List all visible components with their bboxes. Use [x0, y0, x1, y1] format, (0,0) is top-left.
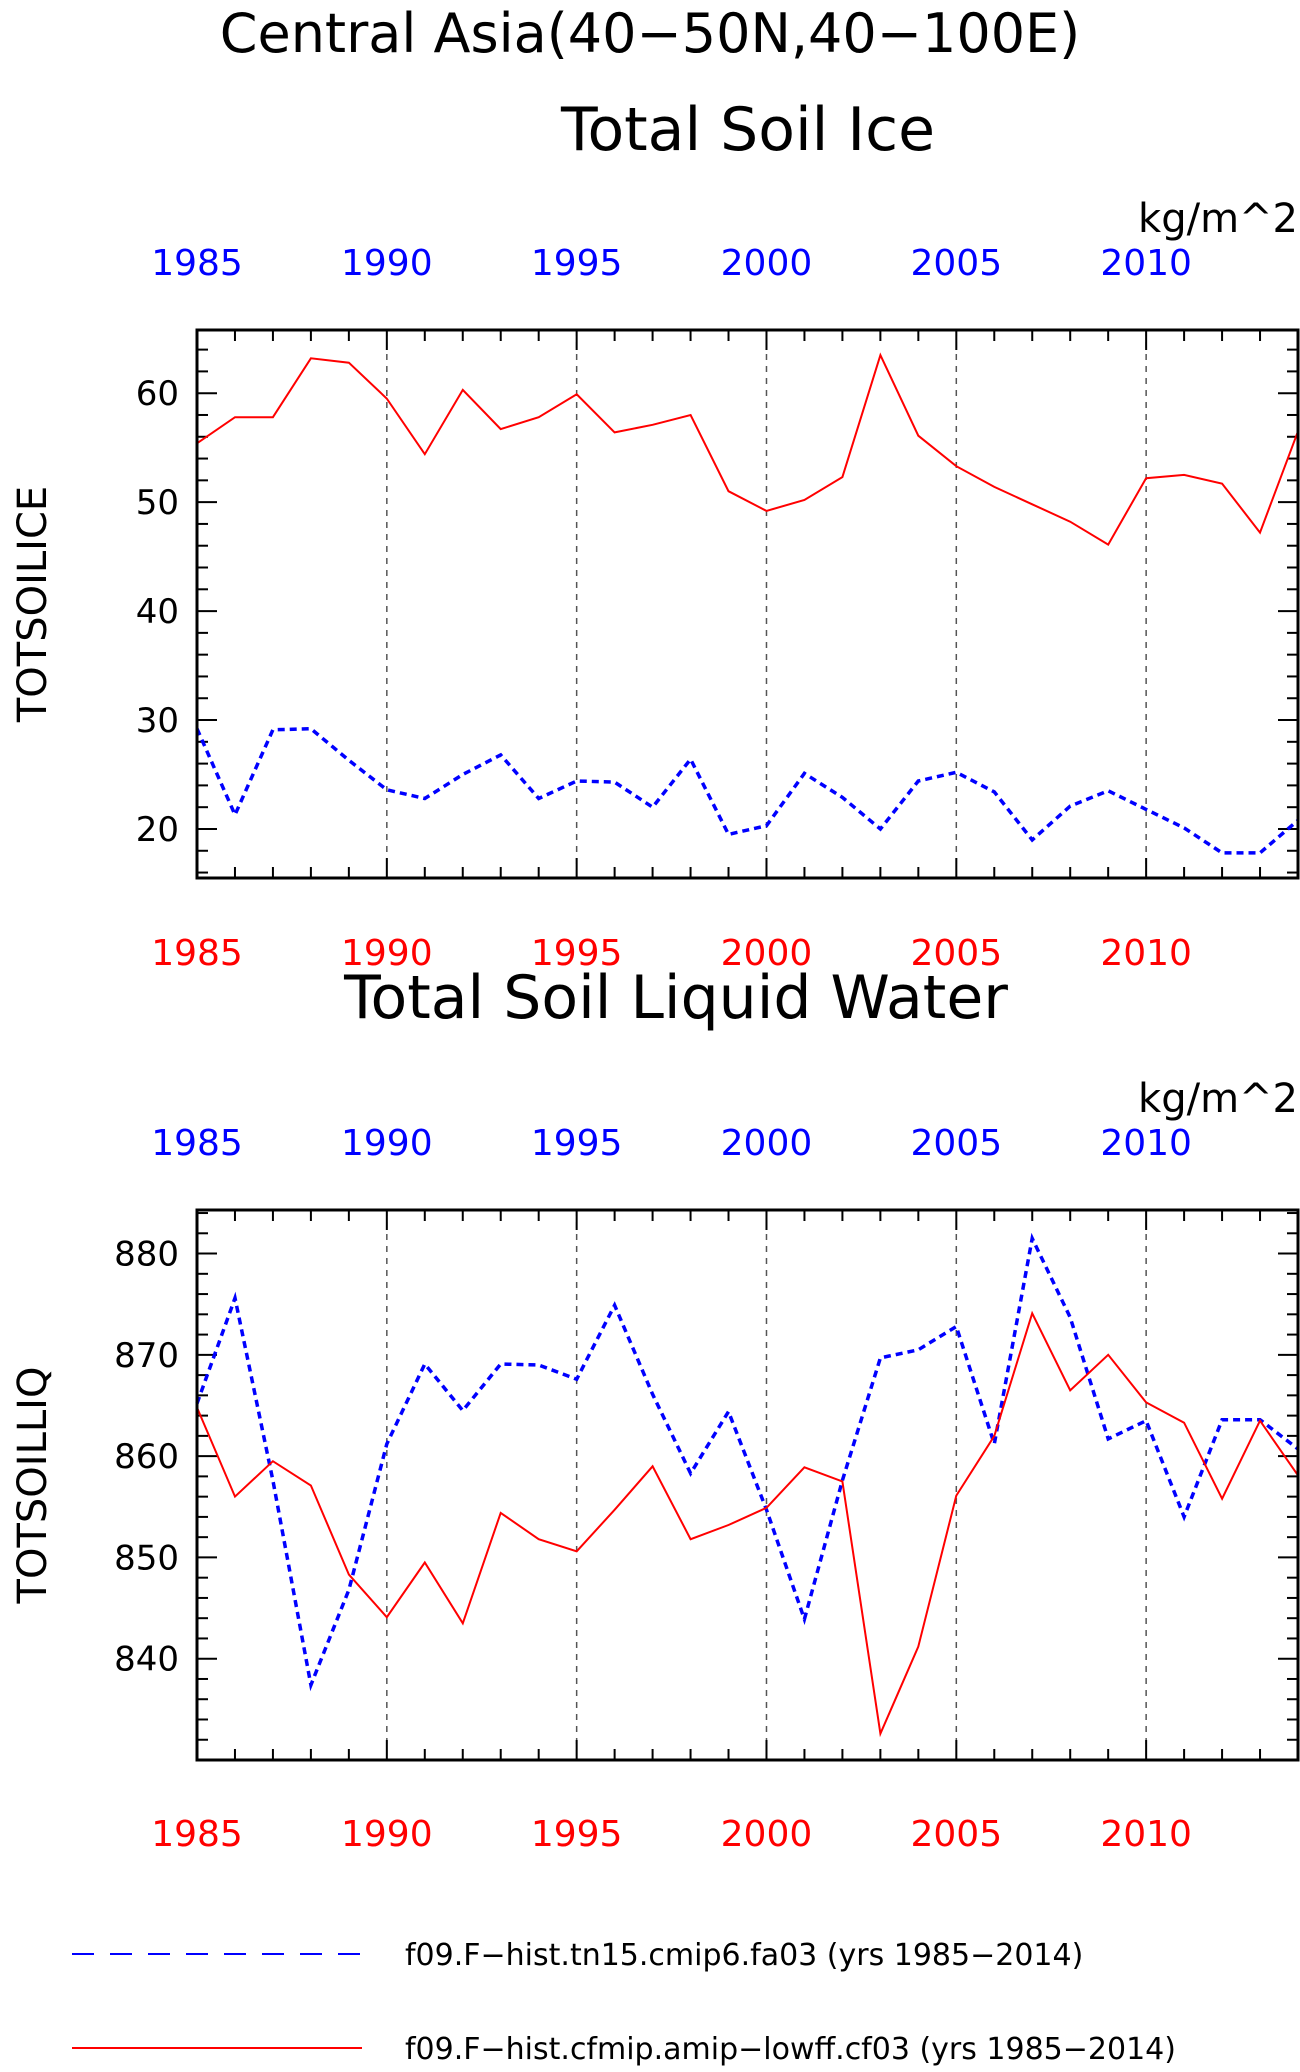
legend-label: f09.F−hist.cfmip.amip−lowff.cf03 (yrs 19…: [405, 2032, 1176, 2067]
x-tick-label-bottom: 1995: [531, 1814, 623, 1855]
x-tick-label-top: 1995: [531, 243, 623, 284]
series-line-blue: [195, 726, 1300, 855]
x-tick-label-top: 1985: [151, 1123, 243, 1164]
y-axis-label: TOTSOILLIQ: [10, 1367, 56, 1605]
x-tick-label-bottom: 2000: [721, 933, 813, 974]
y-tick-label: 850: [114, 1538, 179, 1578]
x-tick-label-bottom: 2005: [910, 1814, 1002, 1855]
legend: f09.F−hist.tn15.cmip6.fa03 (yrs 1985−201…: [72, 1938, 1176, 2067]
x-tick-label-bottom: 2000: [721, 1814, 813, 1855]
x-tick-label-top: 1990: [341, 243, 433, 284]
y-tick-label: 60: [136, 374, 179, 414]
series-line-red: [196, 1310, 1299, 1738]
series-line-red: [196, 352, 1299, 546]
y-tick-label: 880: [114, 1235, 179, 1275]
legend-label: f09.F−hist.tn15.cmip6.fa03 (yrs 1985−201…: [405, 1938, 1083, 1973]
x-tick-label-top: 1990: [341, 1123, 433, 1164]
series-line-blue: [195, 1232, 1300, 1692]
x-tick-label-bottom: 1990: [341, 933, 433, 974]
plot-frame: [195, 1208, 1300, 1762]
panel-2: Total Soil Liquid Water kg/m^2 TOTSOILLIQ 8…: [10, 963, 1300, 1855]
y-tick-label: 870: [114, 1336, 179, 1376]
x-tick-label-top: 1995: [531, 1123, 623, 1164]
panel-1: Total Soil Ice kg/m^2 TOTSOILICE 20 30 40 50 60…: [10, 95, 1300, 974]
y-axis-label: TOTSOILICE: [10, 486, 56, 723]
y-tick-label: 20: [136, 810, 179, 850]
x-tick-label-top: 2010: [1100, 243, 1192, 284]
y-tick-label: 50: [136, 483, 179, 523]
figure-title: Central Asia(40−50N,40−100E): [220, 2, 1080, 65]
panel-title: Total Soil Liquid Water: [343, 963, 1008, 1033]
y-tick-label: 40: [136, 592, 179, 632]
x-tick-label-top: 2005: [910, 1123, 1002, 1164]
x-tick-label-bottom: 1990: [341, 1814, 433, 1855]
x-tick-label-top: 2005: [910, 243, 1002, 284]
panel-title: Total Soil Ice: [560, 95, 935, 165]
x-tick-label-bottom: 1985: [151, 1814, 243, 1855]
panels: Total Soil Ice kg/m^2 TOTSOILICE 20 30 40 50 60…: [10, 95, 1300, 1855]
y-tick-label: 860: [114, 1437, 179, 1477]
x-tick-label-top: 2000: [721, 1123, 813, 1164]
x-tick-label-top: 2000: [721, 243, 813, 284]
y-tick-label: 30: [136, 701, 179, 741]
x-tick-label-bottom: 1985: [151, 933, 243, 974]
plot-frame: [195, 328, 1300, 880]
x-tick-label-bottom: 2005: [910, 933, 1002, 974]
x-tick-label-top: 1985: [151, 243, 243, 284]
x-tick-label-bottom: 2010: [1100, 1814, 1192, 1855]
y-tick-label: 840: [114, 1640, 179, 1680]
x-tick-label-top: 2010: [1100, 1123, 1192, 1164]
x-tick-label-bottom: 2010: [1100, 933, 1192, 974]
x-tick-label-bottom: 1995: [531, 933, 623, 974]
units-label: kg/m^2: [1138, 1076, 1298, 1122]
units-label: kg/m^2: [1138, 196, 1298, 242]
